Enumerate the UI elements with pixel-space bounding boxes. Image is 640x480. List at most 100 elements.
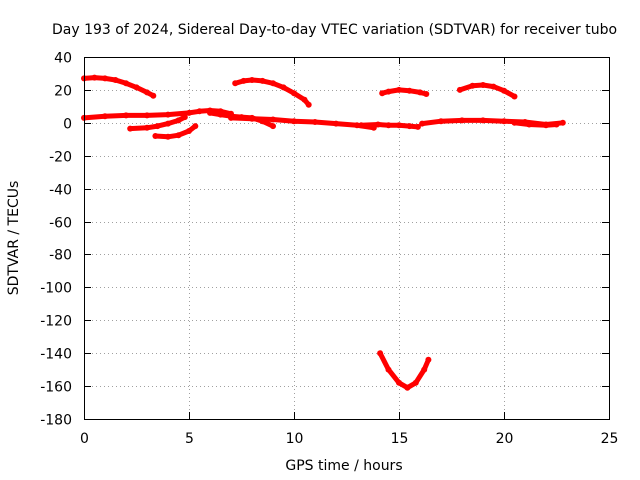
y-tick-label: -120 (40, 314, 72, 330)
data-point (459, 117, 465, 124)
data-point (228, 114, 234, 121)
data-point (456, 86, 463, 93)
data-point (417, 89, 423, 96)
data-point (312, 119, 318, 125)
data-point (305, 101, 312, 108)
x-tick-label: 0 (80, 431, 89, 447)
data-point (543, 122, 549, 129)
data-point (301, 96, 308, 103)
data-point (414, 123, 421, 130)
y-tick-label: -60 (49, 216, 72, 232)
data-point (207, 109, 213, 116)
data-point (377, 350, 384, 357)
data-point (559, 119, 566, 126)
data-point (280, 84, 287, 91)
data-point (354, 122, 360, 129)
series-arc12 (512, 120, 559, 128)
data-point (102, 113, 108, 120)
y-tick-label: 0 (63, 117, 72, 133)
y-tick-label: -100 (40, 281, 72, 297)
data-point (249, 115, 255, 122)
data-point (232, 80, 239, 87)
axis-ticks (84, 57, 610, 420)
data-point (123, 80, 129, 87)
data-point (152, 133, 159, 139)
data-point (480, 117, 486, 124)
data-point (150, 92, 157, 99)
data-point (91, 74, 98, 81)
data-point (511, 93, 518, 100)
data-point (406, 123, 413, 130)
data-point (196, 108, 203, 115)
data-point (404, 384, 411, 391)
data-point (154, 123, 161, 130)
data-point (270, 116, 276, 123)
data-point (144, 124, 150, 131)
data-point (144, 89, 150, 96)
data-point (396, 122, 402, 129)
y-tick-label: -80 (49, 248, 72, 264)
y-tick-label: -160 (40, 380, 72, 396)
y-tick-label: -140 (40, 347, 72, 363)
data-point (396, 86, 402, 93)
data-point (249, 77, 255, 83)
data-point (291, 90, 297, 97)
data-point (123, 112, 129, 119)
data-point (144, 112, 150, 119)
series-arc7 (228, 115, 377, 131)
data-point (102, 75, 108, 82)
data-point (438, 118, 444, 125)
plot-frame (84, 57, 610, 420)
x-tick-label: 5 (185, 431, 194, 447)
data-point (175, 117, 182, 124)
y-tick-label: -180 (40, 413, 72, 429)
data-point (480, 82, 486, 88)
data-point (181, 114, 188, 121)
y-tick-label: 40 (54, 51, 72, 67)
x-tick-label: 10 (286, 431, 304, 447)
data-point (112, 77, 119, 83)
data-point (423, 91, 430, 97)
data-point (270, 123, 276, 130)
data-point (501, 87, 507, 94)
x-tick-label: 15 (391, 431, 409, 447)
data-point (385, 122, 392, 129)
y-tick-label: -40 (49, 183, 72, 199)
data-point (379, 90, 386, 97)
series-arc2 (81, 108, 234, 121)
x-tick-label: 20 (496, 431, 514, 447)
data-point (240, 77, 247, 84)
data-point (385, 366, 392, 373)
y-tick-label: -20 (49, 150, 72, 166)
data-point (270, 80, 276, 87)
y-tick-label: 20 (54, 84, 72, 100)
data-point (501, 118, 507, 125)
tick-labels: 0 5 10 15 20 25 -180 -160 -140 -120 -100 -80 -60 -40 -… (40, 51, 618, 448)
data-point (165, 133, 171, 140)
data-point (291, 118, 297, 125)
data-point (133, 84, 140, 91)
data-point (186, 109, 192, 116)
data-point (358, 122, 365, 129)
data-point (165, 111, 171, 118)
data-point (526, 121, 533, 128)
data-point (419, 120, 426, 127)
data-point (421, 366, 428, 373)
data-point (165, 120, 171, 127)
data-point (217, 111, 224, 118)
data-point (553, 121, 560, 128)
x-tick-label: 25 (601, 431, 619, 447)
data-point (469, 82, 476, 89)
grid (84, 57, 609, 419)
data-point (511, 119, 518, 126)
data-point (259, 77, 266, 84)
data-point (406, 87, 413, 94)
data-point (192, 123, 199, 130)
data-point (333, 120, 339, 127)
chart-title: Day 193 of 2024, Sidereal Day-to-day VTE… (52, 22, 617, 38)
data-point (412, 379, 419, 386)
data-point (175, 132, 182, 139)
data-point (186, 128, 192, 134)
data-point (425, 356, 432, 363)
